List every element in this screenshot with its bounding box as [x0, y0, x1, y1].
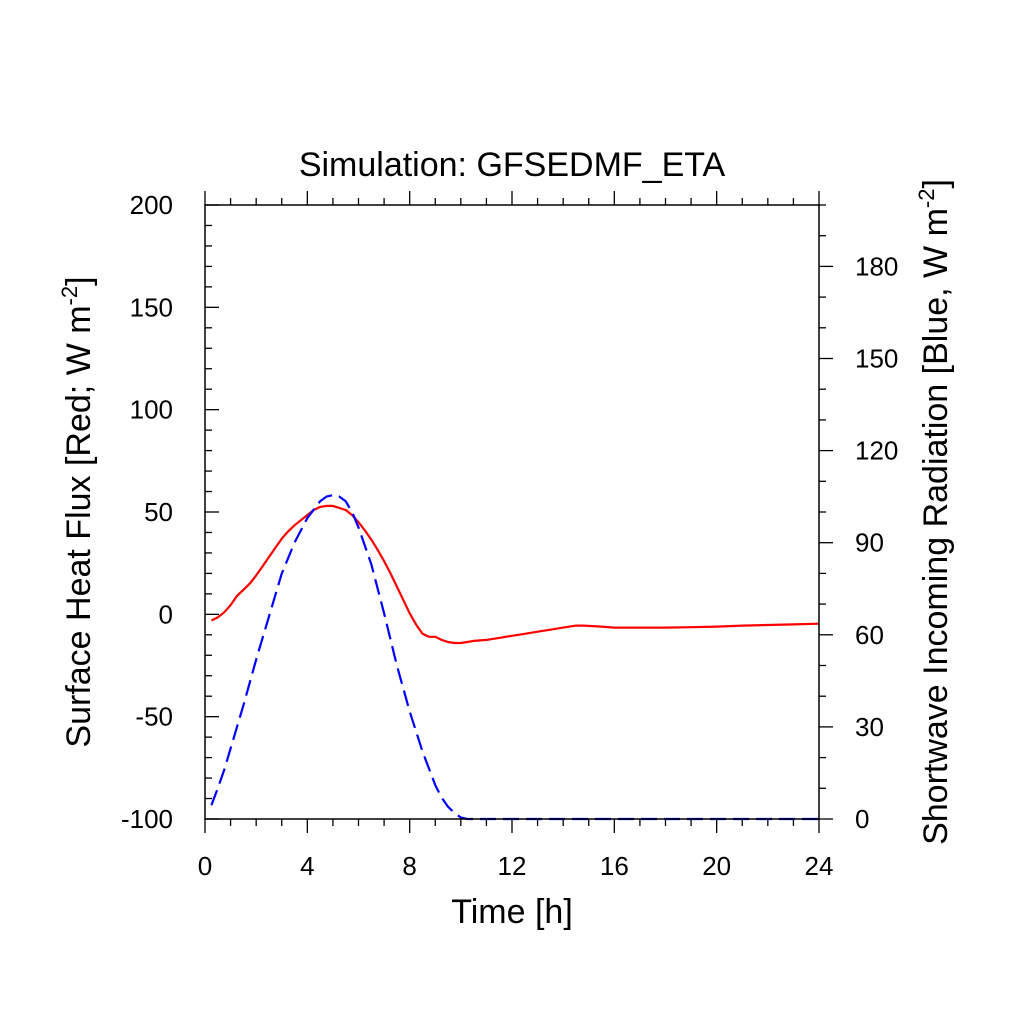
y-axis-left-label-sup: -2	[57, 286, 82, 306]
y-right-tick-label: 0	[855, 804, 869, 834]
axes-layer: 0 4 8 12 16 20 24 -100 -50 0 50 100 150 200 0 30 60 90 120…	[121, 190, 898, 881]
y-left-tick-label: 200	[130, 190, 173, 220]
y-axis-right-label-tail: ]	[917, 179, 955, 188]
x-tick-label: 8	[402, 851, 416, 881]
x-tick-label: 24	[805, 851, 834, 881]
y-right-tick-label: 90	[855, 528, 884, 558]
chart-title: Simulation: GFSEDMF_ETA	[299, 146, 726, 184]
surface-heat-flux-line	[210, 504, 820, 645]
y-left-tick-label: 100	[130, 395, 173, 425]
y-right-tick-label: 120	[855, 436, 898, 466]
y-axis-right-label-main: Shortwave Incoming Radiation [Blue, W m	[917, 208, 955, 845]
x-tick-label: 0	[198, 851, 212, 881]
x-tick-label: 12	[498, 851, 527, 881]
y-left-tick-label: -100	[121, 804, 173, 834]
y-axis-right-label: Shortwave Incoming Radiation [Blue, W m-…	[914, 179, 955, 845]
x-tick-label: 20	[702, 851, 731, 881]
text-layer: Simulation: GFSEDMF_ETA Time [h] Surface…	[57, 146, 955, 931]
y-axis-left-label: Surface Heat Flux [Red; W m-2]	[57, 276, 98, 747]
y-right-tick-label: 60	[855, 620, 884, 650]
y-right-tick-label: 180	[855, 251, 898, 281]
frame-layer	[204, 204, 820, 820]
y-axis-right-label-sup: -2	[914, 189, 939, 209]
x-axis-label: Time [h]	[451, 893, 573, 931]
y-left-tick-label: 150	[130, 292, 173, 322]
plot-frame	[204, 204, 820, 820]
x-tick-label: 16	[600, 851, 629, 881]
y-left-tick-label: 50	[144, 497, 173, 527]
y-left-tick-label: 0	[159, 599, 173, 629]
y-left-tick-label: -50	[135, 702, 173, 732]
y-right-tick-label: 30	[855, 712, 884, 742]
shortwave-radiation-line	[210, 494, 819, 821]
y-right-tick-label: 150	[855, 344, 898, 374]
y-axis-left-label-tail: ]	[60, 276, 98, 285]
series-layer	[210, 494, 820, 821]
y-axis-left-label-main: Surface Heat Flux [Red; W m	[60, 305, 98, 747]
x-tick-label: 4	[300, 851, 314, 881]
